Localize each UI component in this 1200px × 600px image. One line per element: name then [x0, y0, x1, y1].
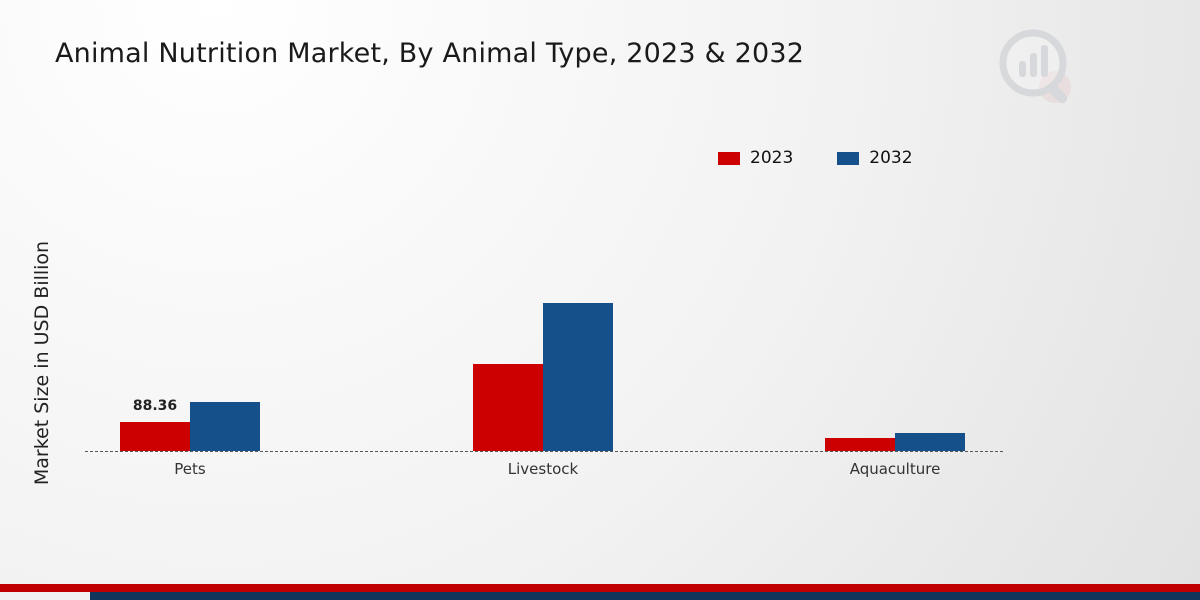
bar-value-label: 88.36 — [132, 398, 178, 414]
y-axis-label: Market Size in USD Billion — [31, 240, 53, 486]
legend: 2023 2032 — [718, 148, 913, 168]
category-label: Pets — [174, 460, 206, 478]
legend-item-2032: 2032 — [837, 148, 913, 168]
category-label: Livestock — [507, 460, 579, 478]
legend-label-2023: 2023 — [750, 148, 794, 168]
chart-title: Animal Nutrition Market, By Animal Type,… — [55, 38, 805, 69]
bar-livestock-2032 — [543, 303, 613, 451]
bar-aquaculture-2032 — [895, 433, 965, 451]
bar-pets-2023 — [120, 422, 190, 451]
brand-logo-icon — [993, 25, 1085, 117]
bar-aquaculture-2023 — [825, 438, 895, 451]
legend-label-2032: 2032 — [869, 148, 913, 168]
footer-navy-bar — [90, 592, 1200, 600]
legend-swatch-2023 — [718, 151, 740, 165]
plot-area: Pets Livestock Aquaculture 88.36 — [85, 140, 1003, 478]
legend-item-2023: 2023 — [718, 148, 793, 168]
footer-red-bar — [0, 584, 1200, 592]
legend-swatch-2032 — [837, 151, 860, 165]
bar-pets-2032 — [190, 402, 260, 451]
category-label: Aquaculture — [849, 460, 941, 478]
bar-livestock-2023 — [473, 364, 543, 451]
